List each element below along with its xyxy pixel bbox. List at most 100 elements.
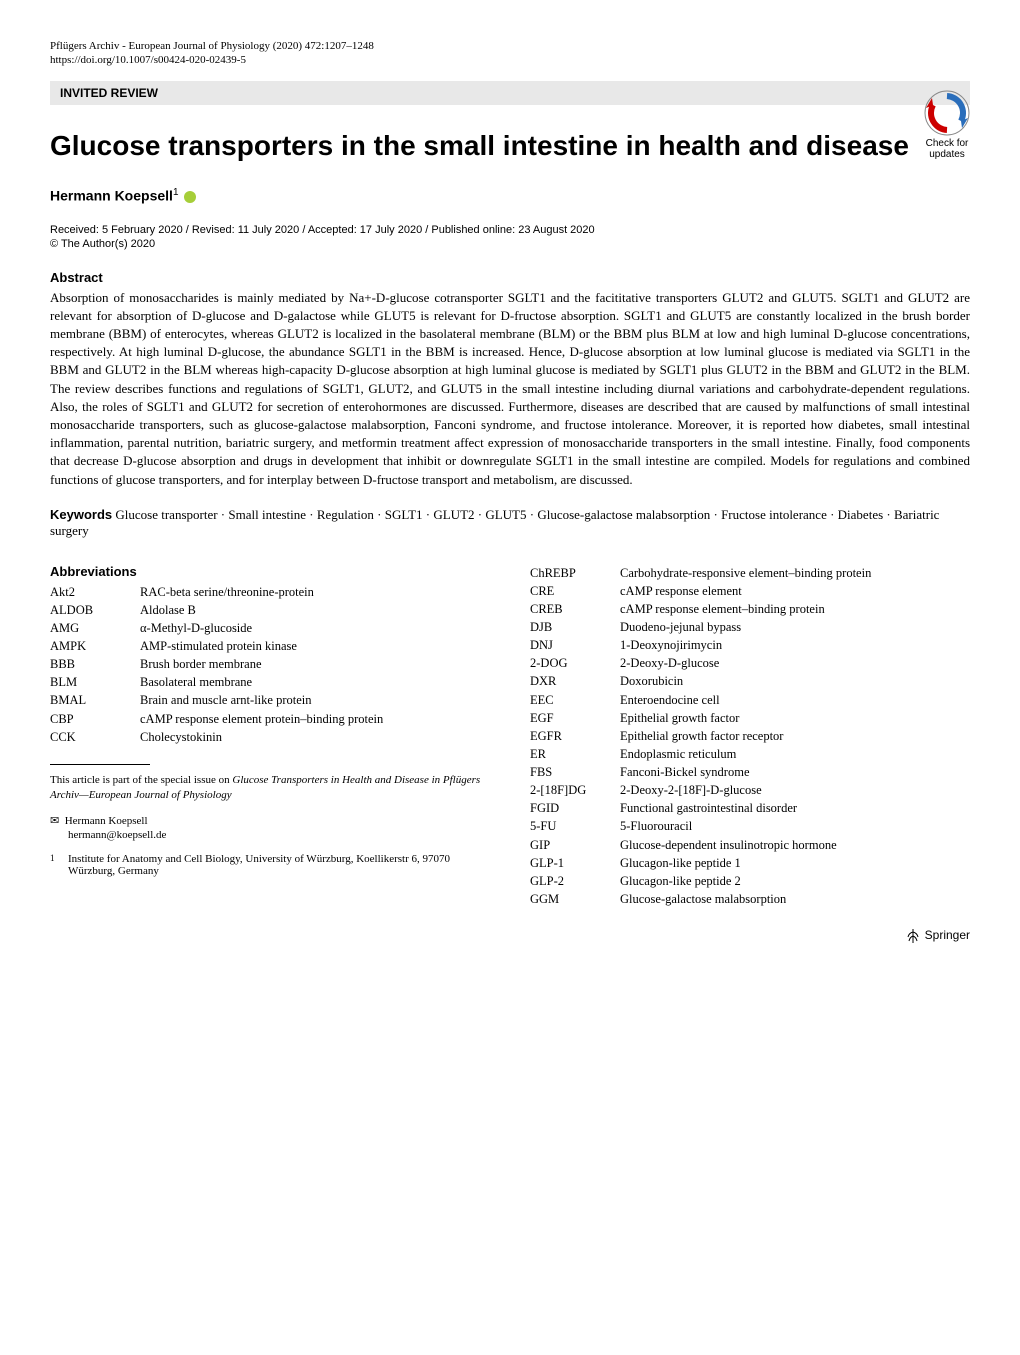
left-column: Abbreviations Akt2RAC-beta serine/threon… [50, 564, 490, 908]
right-column: ChREBPCarbohydrate-responsive element–bi… [530, 564, 970, 908]
author-line: Hermann Koepsell1 [50, 187, 970, 204]
abbrev-row: CCKCholecystokinin [50, 728, 490, 746]
abbrev-value: Glucagon-like peptide 2 [620, 872, 970, 890]
abbrev-key: EGFR [530, 727, 620, 745]
check-updates-text2: updates [924, 149, 970, 160]
keywords-text: Glucose transporter · Small intestine · … [50, 507, 939, 538]
abbrev-value: Glucose-dependent insulinotropic hormone [620, 836, 970, 854]
abbrev-row: EREndoplasmic reticulum [530, 745, 970, 763]
abbrev-key: FBS [530, 763, 620, 781]
abbrev-key: CREB [530, 600, 620, 618]
abbreviations-columns: Abbreviations Akt2RAC-beta serine/threon… [50, 564, 970, 908]
footnote-rule [50, 764, 150, 765]
abstract-text: Absorption of monosaccharides is mainly … [50, 289, 970, 489]
author-affil-sup: 1 [173, 187, 179, 198]
abbrev-key: GLP-1 [530, 854, 620, 872]
abbrev-value: Brain and muscle arnt-like protein [140, 691, 490, 709]
abbrev-key: AMG [50, 619, 140, 637]
abbrev-row: 2-DOG2-Deoxy-D-glucose [530, 654, 970, 672]
abbrev-key: Akt2 [50, 583, 140, 601]
abbrev-value: Glucose-galactose malabsorption [620, 890, 970, 908]
abbrev-row: DNJ1-Deoxynojirimycin [530, 636, 970, 654]
abbrev-key: FGID [530, 799, 620, 817]
abbrev-row: EGFREpithelial growth factor receptor [530, 727, 970, 745]
envelope-icon: ✉ [50, 815, 59, 827]
abbrev-key: BBB [50, 655, 140, 673]
check-updates-badge[interactable]: Check for updates [924, 90, 970, 160]
abbrev-row: AMGα-Methyl-D-glucoside [50, 619, 490, 637]
abbrev-value: Doxorubicin [620, 672, 970, 690]
abbrev-value: Functional gastrointestinal disorder [620, 799, 970, 817]
abbrev-value: cAMP response element protein–binding pr… [140, 710, 490, 728]
publisher-mark: Springer [50, 928, 970, 944]
abbrev-value: Carbohydrate-responsive element–binding … [620, 564, 970, 582]
abbrev-key: CRE [530, 582, 620, 600]
abbrev-row: FBSFanconi-Bickel syndrome [530, 763, 970, 781]
abbrev-value: cAMP response element–binding protein [620, 600, 970, 618]
copyright-line: © The Author(s) 2020 [50, 238, 970, 250]
abbrev-key: ALDOB [50, 601, 140, 619]
abbrev-row: CREBcAMP response element–binding protei… [530, 600, 970, 618]
abbrev-value: RAC-beta serine/threonine-protein [140, 583, 490, 601]
abstract-heading: Abstract [50, 270, 970, 285]
abbrev-value: Basolateral membrane [140, 673, 490, 691]
journal-header: Pflügers Archiv - European Journal of Ph… [50, 40, 970, 52]
abbrev-key: AMPK [50, 637, 140, 655]
journal-citation: Pflügers Archiv - European Journal of Ph… [50, 40, 374, 52]
abbrev-value: Endoplasmic reticulum [620, 745, 970, 763]
abbrev-value: 5-Fluorouracil [620, 817, 970, 835]
keywords-heading: Keywords [50, 507, 112, 522]
abbrev-value: Aldolase B [140, 601, 490, 619]
abbrev-value: 1-Deoxynojirimycin [620, 636, 970, 654]
abbrev-list-left: Akt2RAC-beta serine/threonine-proteinALD… [50, 583, 490, 746]
doi-line: https://doi.org/10.1007/s00424-020-02439… [50, 54, 970, 66]
keywords-line: Keywords Glucose transporter · Small int… [50, 507, 970, 539]
abbrev-row: EGFEpithelial growth factor [530, 709, 970, 727]
abbrev-row: EECEnteroendocine cell [530, 691, 970, 709]
abbrev-value: Duodeno-jejunal bypass [620, 618, 970, 636]
abbrev-value: Epithelial growth factor [620, 709, 970, 727]
abbrev-value: α-Methyl-D-glucoside [140, 619, 490, 637]
abbrev-key: GGM [530, 890, 620, 908]
abbrev-value: cAMP response element [620, 582, 970, 600]
abbrev-value: 2-Deoxy-D-glucose [620, 654, 970, 672]
abbrev-row: DJBDuodeno-jejunal bypass [530, 618, 970, 636]
abbrev-key: EEC [530, 691, 620, 709]
abbrev-key: DJB [530, 618, 620, 636]
abbrev-row: AMPKAMP-stimulated protein kinase [50, 637, 490, 655]
abbrev-key: CCK [50, 728, 140, 746]
footnote-text: This article is part of the special issu… [50, 774, 232, 786]
article-dates: Received: 5 February 2020 / Revised: 11 … [50, 224, 970, 236]
doi-link[interactable]: https://doi.org/10.1007/s00424-020-02439… [50, 54, 246, 66]
abbrev-key: ChREBP [530, 564, 620, 582]
article-category: INVITED REVIEW [50, 81, 970, 105]
abbrev-value: Epithelial growth factor receptor [620, 727, 970, 745]
check-updates-text1: Check for [924, 138, 970, 149]
abbrev-value: Enteroendocine cell [620, 691, 970, 709]
abbrev-value: AMP-stimulated protein kinase [140, 637, 490, 655]
abbrev-key: BMAL [50, 691, 140, 709]
abbrev-key: DNJ [530, 636, 620, 654]
abbrev-row: Akt2RAC-beta serine/threonine-protein [50, 583, 490, 601]
abbrev-key: CBP [50, 710, 140, 728]
abbrev-row: BMALBrain and muscle arnt-like protein [50, 691, 490, 709]
abbrev-row: GLP-1Glucagon-like peptide 1 [530, 854, 970, 872]
abbrev-key: GLP-2 [530, 872, 620, 890]
abbrev-key: EGF [530, 709, 620, 727]
corr-email[interactable]: hermann@koepsell.de [68, 829, 490, 841]
abbrev-list-right: ChREBPCarbohydrate-responsive element–bi… [530, 564, 970, 908]
abbrev-row: GIPGlucose-dependent insulinotropic horm… [530, 836, 970, 854]
abbrev-row: GGMGlucose-galactose malabsorption [530, 890, 970, 908]
abbrev-value: 2-Deoxy-2-[18F]-D-glucose [620, 781, 970, 799]
abbrev-value: Glucagon-like peptide 1 [620, 854, 970, 872]
abbrev-value: Brush border membrane [140, 655, 490, 673]
orcid-icon[interactable] [184, 191, 196, 203]
abbrev-value: Fanconi-Bickel syndrome [620, 763, 970, 781]
abbrev-row: ChREBPCarbohydrate-responsive element–bi… [530, 564, 970, 582]
abbrev-key: GIP [530, 836, 620, 854]
abbrev-key: DXR [530, 672, 620, 690]
abbrev-row: GLP-2Glucagon-like peptide 2 [530, 872, 970, 890]
springer-icon [905, 928, 921, 944]
abbrev-key: 2-DOG [530, 654, 620, 672]
abbrev-key: ER [530, 745, 620, 763]
